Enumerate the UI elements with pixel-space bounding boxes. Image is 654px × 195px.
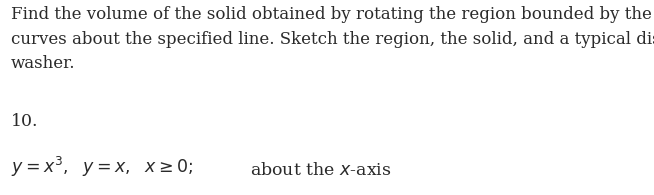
Text: about the $x$-axis: about the $x$-axis: [250, 162, 392, 179]
Text: Find the volume of the solid obtained by rotating the region bounded by the give: Find the volume of the solid obtained by…: [11, 6, 654, 73]
Text: $y = x^3,\ \ y = x,\ \ x \geq 0;$: $y = x^3,\ \ y = x,\ \ x \geq 0;$: [11, 155, 193, 179]
Text: 10.: 10.: [11, 113, 39, 130]
